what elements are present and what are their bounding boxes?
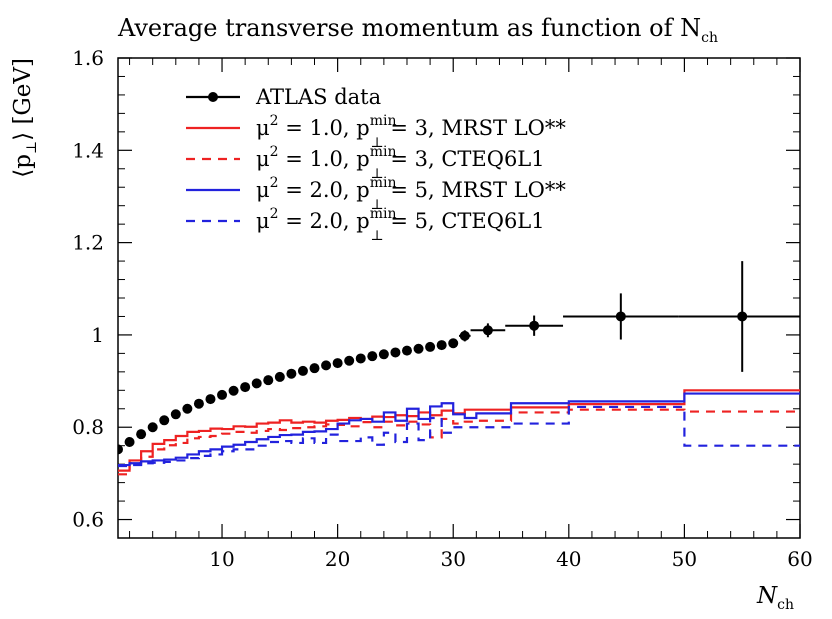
data-point (615, 311, 626, 322)
x-axis-label-text: Nch (756, 583, 794, 613)
data-point (118, 444, 123, 455)
data-point (321, 360, 332, 371)
x-tick-label: 50 (672, 547, 697, 571)
series-2 (118, 408, 800, 476)
y-tick-label: 1 (91, 323, 104, 347)
data-point (529, 320, 540, 331)
data-point (159, 415, 170, 426)
y-axis-label-text: ⟨p⊥⟩ [GeV] (10, 58, 40, 178)
data-point (251, 378, 262, 389)
data-point (390, 347, 401, 358)
x-axis-label: Nch (756, 583, 794, 613)
data-point (459, 330, 470, 341)
data-point (147, 422, 158, 433)
legend: ATLAS data μ2 = 1.0, pmin ⊥ = 3, MRST LO**… (186, 85, 566, 244)
series-3 (118, 392, 800, 467)
data-point (344, 355, 355, 366)
x-tick-label: 40 (556, 547, 581, 571)
legend-entry-1: μ2 = 1.0, pmin ⊥ = 3, MRST LO** (186, 113, 566, 151)
x-tick-label: 20 (325, 547, 350, 571)
data-point (378, 349, 389, 360)
y-tick-label: 1.4 (72, 138, 104, 162)
series-0 (118, 261, 800, 455)
x-tick-label: 30 (440, 547, 465, 571)
data-point (205, 394, 216, 405)
data-point (297, 365, 308, 376)
y-tick-label: 0.6 (72, 508, 104, 532)
x-tick-label: 60 (787, 547, 812, 571)
data-point (263, 375, 274, 386)
tick-labels: 10 20 30 40 50 60 0.6 0.8 1 1.2 1.4 1.6 (72, 46, 813, 571)
data-point (124, 437, 135, 447)
data-point (193, 398, 204, 409)
legend-label: μ2 = 2.0, pmin ⊥ = 5, CTEQ6L1 (256, 206, 545, 244)
y-axis-label: ⟨p⊥⟩ [GeV] (10, 58, 40, 178)
y-tick-label: 1.6 (72, 46, 104, 70)
data-point (170, 409, 181, 420)
axis-ticks (118, 57, 801, 539)
data-point (286, 368, 297, 379)
title-text: Average transverse momentum as function … (117, 14, 718, 46)
data-point (425, 341, 436, 352)
legend-entry-2: μ2 = 1.0, pmin ⊥ = 3, CTEQ6L1 (186, 144, 545, 182)
series-1-line (118, 389, 800, 472)
legend-label: μ2 = 1.0, pmin ⊥ = 3, MRST LO** (256, 113, 566, 151)
data-point (332, 358, 343, 369)
data-point (228, 385, 239, 396)
data-point (274, 371, 285, 382)
chart-title: Average transverse momentum as function … (117, 14, 718, 46)
y-tick-label: 1.2 (72, 231, 104, 255)
legend-entry-4: μ2 = 2.0, pmin ⊥ = 5, CTEQ6L1 (186, 206, 545, 244)
x-tick-label: 10 (209, 547, 234, 571)
legend-label: μ2 = 1.0, pmin ⊥ = 3, CTEQ6L1 (256, 144, 545, 182)
data-point (182, 403, 193, 414)
data-point (217, 389, 228, 400)
data-point (240, 382, 251, 393)
legend-entry-0: ATLAS data (186, 85, 381, 109)
data-point (436, 340, 447, 351)
data-point (355, 353, 366, 364)
data-point (413, 343, 424, 354)
series-3-line (118, 392, 800, 467)
legend-entry-3: μ2 = 2.0, pmin ⊥ = 5, MRST LO** (186, 175, 566, 213)
data-point (367, 351, 378, 362)
data-point (401, 345, 412, 356)
data-series (118, 261, 800, 476)
data-point (737, 311, 748, 322)
series-2-line (118, 408, 800, 476)
y-tick-label: 0.8 (72, 415, 104, 439)
data-point (309, 363, 320, 374)
series-1 (118, 389, 800, 472)
legend-label: μ2 = 2.0, pmin ⊥ = 5, MRST LO** (256, 175, 566, 213)
series-4 (118, 405, 800, 468)
data-point (448, 338, 459, 349)
series-4-line (118, 405, 800, 468)
legend-label: ATLAS data (255, 85, 381, 109)
legend-marker (208, 92, 218, 102)
data-point (482, 325, 493, 336)
data-point (136, 429, 147, 440)
